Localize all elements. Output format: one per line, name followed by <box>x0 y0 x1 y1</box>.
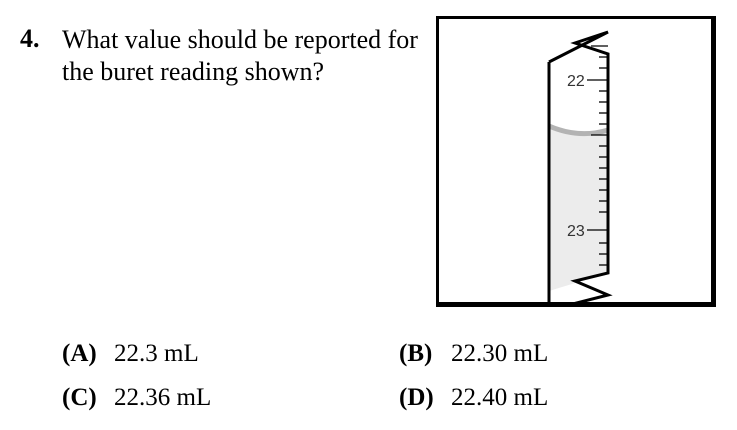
choice-c[interactable]: (C) 22.36 mL <box>62 384 211 412</box>
scale-label-23: 23 <box>567 223 585 240</box>
choice-c-text: 22.36 mL <box>114 384 212 411</box>
choice-b-letter: (B) <box>399 340 433 367</box>
buret-meniscus <box>548 123 609 137</box>
choice-a-text: 22.3 mL <box>114 340 199 367</box>
buret-outline <box>548 30 613 302</box>
buret-liquid <box>549 126 608 291</box>
question-number: 4. <box>20 24 40 53</box>
question-text: What value should be reported for the bu… <box>62 25 418 86</box>
choice-d[interactable]: (D) 22.40 mL <box>399 384 548 412</box>
buret-figure: 22 23 <box>436 16 716 307</box>
choice-b-text: 22.30 mL <box>451 340 549 367</box>
choice-c-letter: (C) <box>62 384 97 411</box>
choice-d-letter: (D) <box>399 384 434 411</box>
choice-a-letter: (A) <box>62 340 97 367</box>
buret-drawing: 22 23 <box>547 30 613 302</box>
choice-a[interactable]: (A) 22.3 mL <box>62 340 199 368</box>
buret-graduations <box>587 45 608 266</box>
scale-label-22: 22 <box>567 73 585 90</box>
choice-d-text: 22.40 mL <box>451 384 549 411</box>
choice-b[interactable]: (B) 22.30 mL <box>399 340 548 368</box>
